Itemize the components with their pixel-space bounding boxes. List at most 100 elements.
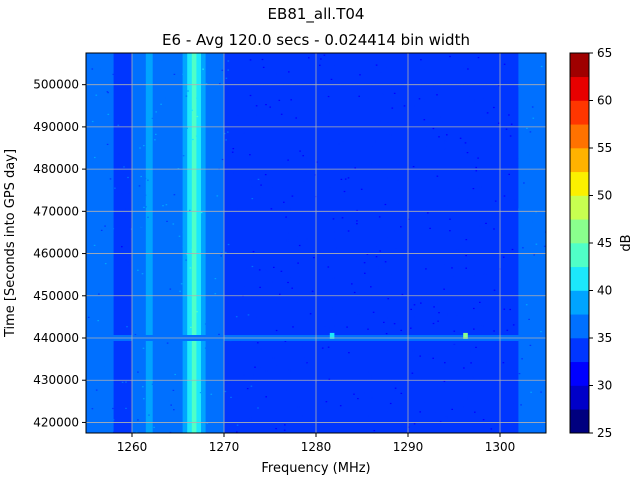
heatmap-column — [362, 53, 365, 433]
heatmap-cell — [343, 400, 346, 402]
heatmap-cell — [537, 127, 539, 129]
heatmap-column — [288, 53, 292, 433]
heatmap-cell — [166, 342, 169, 344]
heatmap-cell — [100, 68, 102, 70]
colorbar-band — [570, 385, 589, 410]
heatmap-cell — [201, 116, 203, 118]
heatmap-cell — [273, 266, 275, 268]
heatmap-column — [523, 53, 526, 433]
heatmap-cell — [423, 69, 426, 71]
heatmap-cell — [225, 77, 228, 79]
heatmap-cell — [317, 329, 320, 331]
heatmap-column — [334, 53, 338, 433]
heatmap-column — [272, 53, 275, 433]
heatmap-cell — [236, 395, 239, 397]
heatmap-cell — [406, 143, 409, 146]
heatmap-cell — [456, 212, 458, 215]
heatmap-cell — [100, 155, 103, 157]
heatmap-cell — [388, 261, 391, 263]
heatmap-cell — [158, 161, 161, 163]
heatmap-cell — [454, 311, 456, 313]
heatmap-cell — [488, 399, 490, 401]
heatmap-cell — [423, 119, 426, 121]
heatmap-cell — [393, 391, 396, 393]
heatmap-cell — [156, 400, 159, 402]
heatmap-cell — [498, 116, 501, 118]
heatmap-cell — [408, 236, 410, 238]
heatmap-column — [207, 53, 211, 433]
heatmap-cell — [503, 195, 506, 197]
y-axis-label: Time [Seconds into GPS day] — [3, 149, 18, 338]
heatmap-cell — [227, 69, 229, 71]
heatmap-cell — [165, 97, 167, 99]
heatmap-cell — [233, 172, 236, 174]
heatmap-column — [210, 53, 213, 433]
heatmap-cell — [483, 273, 485, 275]
heatmap-cell — [112, 73, 115, 75]
heatmap-cell — [143, 206, 145, 208]
heatmap-cell — [370, 286, 372, 288]
heatmap-cell — [346, 326, 348, 328]
heatmap-cell — [287, 281, 289, 284]
heatmap-cell — [524, 281, 526, 283]
heatmap-cell — [189, 122, 191, 124]
heatmap-cell — [298, 244, 301, 247]
heatmap-column — [102, 53, 105, 433]
grid-lines — [86, 53, 546, 433]
heatmap-cell — [514, 107, 517, 109]
heatmap-cell — [479, 301, 481, 303]
heatmap-cell — [123, 400, 125, 402]
heatmap-column — [316, 53, 319, 433]
heatmap-cell — [344, 178, 347, 180]
heatmap-cell — [171, 78, 174, 80]
heatmap-cell — [286, 217, 289, 219]
colorbar-band — [570, 290, 589, 315]
heatmap-cell — [401, 293, 404, 296]
heatmap-cell — [95, 389, 98, 391]
heatmap-cell — [153, 426, 155, 428]
heatmap-cell — [368, 97, 371, 99]
heatmap-column — [180, 53, 183, 433]
heatmap-cell — [474, 275, 476, 277]
colorbar-band — [570, 100, 589, 125]
heatmap-cell — [543, 217, 546, 219]
heatmap-cell — [317, 306, 319, 309]
heatmap-cell — [240, 341, 243, 343]
heatmap-cell — [403, 105, 406, 107]
heatmap-cell — [321, 347, 324, 349]
heatmap-cell — [353, 291, 356, 294]
heatmap-cell — [95, 94, 98, 96]
heatmap-cell — [138, 185, 141, 187]
heatmap-cell — [474, 391, 477, 393]
heatmap-cell — [490, 145, 492, 147]
heatmap-cell — [454, 343, 456, 345]
heatmap-cell — [520, 404, 522, 406]
heatmap-cell — [477, 57, 480, 59]
heatmap-column — [226, 53, 229, 433]
heatmap-cell — [339, 405, 342, 407]
heatmap-cell — [141, 115, 143, 117]
heatmap-column — [543, 53, 546, 433]
heatmap-cell — [214, 293, 217, 295]
heatmap-cell — [289, 371, 292, 373]
heatmap-cell — [410, 308, 412, 310]
heatmap-cell — [375, 64, 378, 66]
heatmap-cell — [319, 113, 322, 115]
heatmap-cell — [383, 321, 385, 323]
heatmap-cell — [178, 235, 181, 237]
heatmap-cell — [136, 204, 139, 206]
heatmap-cell — [249, 155, 252, 157]
heatmap-cell — [92, 393, 95, 395]
heatmap-cell — [486, 361, 489, 363]
heatmap-column — [97, 53, 101, 433]
heatmap-cell — [168, 274, 171, 276]
heatmap-cell — [433, 306, 435, 308]
heatmap-cell — [357, 314, 360, 316]
heatmap-cell — [196, 311, 198, 313]
heatmap-cell — [107, 92, 109, 94]
heatmap-cell — [119, 372, 122, 374]
heatmap-column — [258, 53, 262, 433]
heatmap-cell — [360, 188, 363, 190]
heatmap-cell — [335, 247, 337, 249]
heatmap-cell — [324, 326, 326, 328]
